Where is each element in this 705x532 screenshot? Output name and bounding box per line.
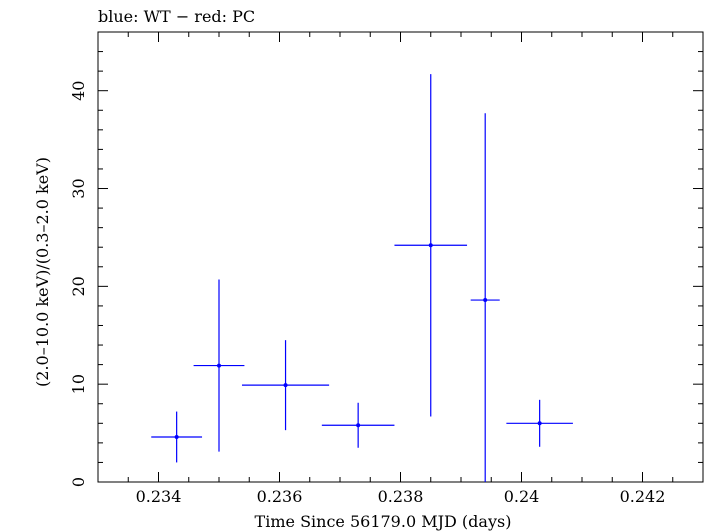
x-axis-ticks: 0.234 0.236 0.238 0.24 0.242 [127,32,674,506]
x-tick-label: 0.24 [504,487,540,506]
point-marker [174,435,179,439]
point-marker [428,243,433,248]
x-tick-label: 0.242 [620,487,666,506]
y-tick-label: 0 [69,477,88,487]
y-tick-label: 10 [69,374,88,394]
point-marker [217,363,221,368]
point-marker [283,383,288,388]
chart-title: blue: WT − red: PC [98,7,255,26]
point-marker [356,423,361,428]
y-axis-ticks: 0 10 20 30 40 [69,31,703,487]
data-point [394,74,468,417]
data-point [151,411,203,463]
data-point [470,113,500,482]
data-point [321,402,395,448]
x-tick-label: 0.236 [257,487,303,506]
data-point [241,340,330,431]
point-marker [537,421,542,426]
point-marker [483,298,488,303]
data-point [193,279,245,452]
plot-frame [97,31,704,483]
x-axis-label: Time Since 56179.0 MJD (days) [255,512,512,531]
y-tick-label: 20 [69,276,88,296]
y-tick-label: 40 [69,81,88,101]
data-point [506,399,573,447]
x-tick-label: 0.234 [136,487,182,506]
y-tick-label: 30 [69,178,88,198]
y-axis-label: (2.0–10.0 keV)/(0.3–2.0 keV) [33,157,52,387]
data-series [151,74,573,482]
x-tick-label: 0.238 [378,487,424,506]
